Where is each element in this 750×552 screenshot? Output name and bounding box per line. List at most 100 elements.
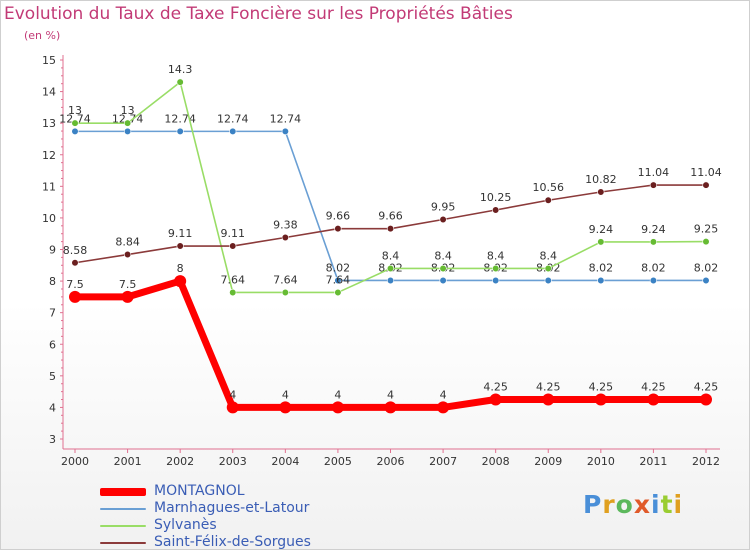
series-0-point <box>700 393 712 406</box>
series-1-data-label: 8.02 <box>326 261 351 274</box>
x-tick-label: 2002 <box>166 455 194 468</box>
series-1-data-label: 8.02 <box>694 261 719 274</box>
series-3-point <box>702 181 710 189</box>
series-0-data-label: 4 <box>229 388 236 401</box>
series-0-data-label: 4 <box>334 388 341 401</box>
x-tick-label: 2000 <box>61 455 89 468</box>
series-1-point <box>702 276 710 285</box>
y-tick-label: 10 <box>42 212 56 225</box>
series-3-data-label: 9.11 <box>168 227 193 240</box>
series-1-data-label: 12.74 <box>112 112 144 125</box>
y-tick-label: 6 <box>49 338 56 351</box>
series-0-data-label: 7.5 <box>66 278 84 291</box>
series-2-data-label: 9.24 <box>641 223 666 236</box>
series-2-data-label: 8.4 <box>487 249 505 262</box>
series-3-data-label: 11.04 <box>690 166 722 179</box>
legend-swatch-sylvanes <box>100 525 146 527</box>
series-2-point <box>492 264 500 273</box>
series-0-point <box>331 401 344 414</box>
chart-title: Evolution du Taux de Taxe Foncière sur l… <box>4 4 513 24</box>
series-3-point <box>281 233 289 242</box>
series-2-data-label: 8.4 <box>382 249 400 262</box>
series-2-point <box>123 119 132 127</box>
series-0-data-label: 4 <box>440 388 447 401</box>
series-1-point <box>649 276 658 285</box>
series-3-data-label: 11.04 <box>638 166 670 179</box>
series-1-point <box>176 127 184 135</box>
series-2-point <box>386 264 395 273</box>
y-tick-label: 13 <box>42 117 56 130</box>
series-1-point <box>229 127 237 135</box>
series-0-point <box>437 401 450 414</box>
series-2-data-label: 13 <box>121 104 135 117</box>
series-3-data-label: 9.95 <box>431 200 456 213</box>
series-3-data-label: 10.25 <box>480 191 512 204</box>
series-1-data-label: 12.74 <box>217 112 249 125</box>
series-1-point <box>386 276 395 285</box>
series-2-data-label: 9.25 <box>694 223 719 236</box>
legend-swatch-saint-felix <box>100 542 146 544</box>
series-0-point <box>226 401 239 414</box>
series-3-point <box>229 242 237 250</box>
x-tick-label: 2004 <box>271 455 299 468</box>
series-2-point <box>439 264 447 273</box>
x-tick-label: 2008 <box>482 455 510 468</box>
legend-label-saint-felix: Saint-Félix-de-Sorgues <box>154 534 311 550</box>
series-0-data-label: 7.5 <box>119 278 137 291</box>
series-0-data-label: 8 <box>177 262 184 275</box>
y-tick-label: 12 <box>42 149 56 162</box>
series-1-data-label: 12.74 <box>59 112 91 125</box>
series-1-data-label: 8.02 <box>641 261 666 274</box>
series-0-point <box>384 401 397 414</box>
y-tick-label: 8 <box>49 275 56 288</box>
x-tick-label: 2010 <box>587 455 615 468</box>
y-tick-label: 9 <box>49 244 56 257</box>
series-2-data-label: 7.64 <box>221 273 246 286</box>
series-2-point <box>334 288 342 297</box>
y-tick-label: 5 <box>49 370 56 383</box>
series-0-data-label: 4.25 <box>694 381 719 394</box>
series-0-point <box>542 393 555 406</box>
series-0-data-label: 4 <box>282 388 289 401</box>
x-tick-label: 2001 <box>114 455 142 468</box>
series-1-point <box>71 127 79 135</box>
series-3-data-label: 9.66 <box>326 210 351 223</box>
series-0-point <box>279 401 292 414</box>
series-0-point <box>594 393 607 406</box>
series-2-data-label: 8.4 <box>540 249 558 262</box>
series-2-point <box>544 264 552 273</box>
series-0-point <box>489 393 502 406</box>
x-tick-label: 2006 <box>377 455 405 468</box>
series-0-point <box>174 275 187 288</box>
series-3-point <box>439 215 447 224</box>
series-0-data-label: 4.25 <box>483 381 508 394</box>
x-tick-label: 2003 <box>219 455 247 468</box>
series-3-point <box>176 242 184 250</box>
legend-label-marnhagues: Marnhagues-et-Latour <box>154 500 310 516</box>
series-3-point <box>649 181 658 189</box>
series-1-point <box>544 276 552 285</box>
series-2-data-label: 8.4 <box>434 249 452 262</box>
series-2-data-label: 14.3 <box>168 63 193 76</box>
series-0-point <box>69 290 81 303</box>
series-1-point <box>281 127 289 135</box>
series-3-point <box>386 225 395 233</box>
series-3-data-label: 8.58 <box>63 244 88 257</box>
series-1-point <box>492 276 500 285</box>
series-3-data-label: 10.56 <box>533 181 565 194</box>
series-2-data-label: 9.24 <box>589 223 614 236</box>
series-0-data-label: 4.25 <box>536 381 561 394</box>
series-0-data-label: 4.25 <box>641 381 666 394</box>
series-1-data-label: 8.02 <box>589 261 614 274</box>
series-2-data-label: 13 <box>68 104 82 117</box>
series-2-point <box>71 119 79 127</box>
series-2-data-label: 7.64 <box>326 273 351 286</box>
series-3-data-label: 9.11 <box>221 227 246 240</box>
series-2-point <box>702 238 710 246</box>
series-2-data-label: 7.64 <box>273 273 298 286</box>
series-3-data-label: 9.66 <box>378 210 403 223</box>
series-3-point <box>492 206 500 214</box>
y-tick-label: 11 <box>42 180 56 193</box>
series-3-point <box>597 188 605 196</box>
